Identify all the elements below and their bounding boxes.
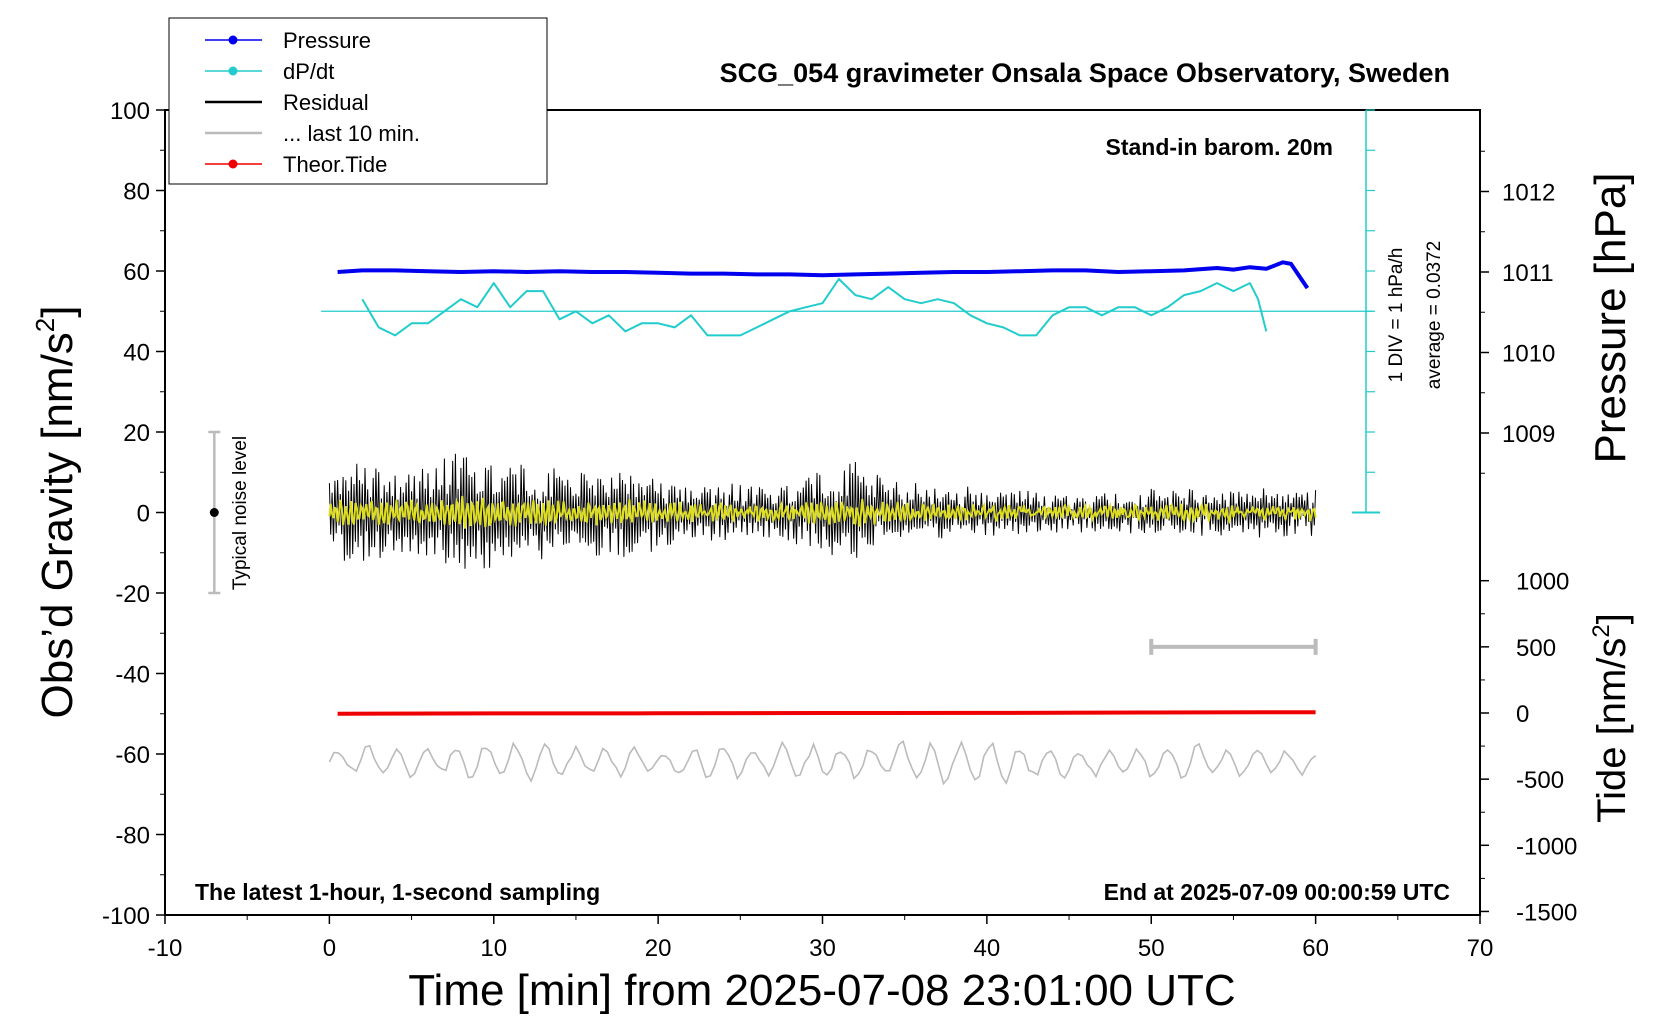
tide-tick-label: 500 [1516,635,1556,662]
tide-tick-label: 1000 [1516,569,1569,596]
y-left-tick-label: 0 [137,501,150,528]
x-tick-label: 30 [809,935,836,962]
tide-line [337,710,1316,716]
pressure-tick-label: 1012 [1502,180,1555,207]
y-left-tick-label: 40 [123,340,150,367]
x-tick-label: 70 [1467,935,1494,962]
x-axis-title: Time [min] from 2025-07-08 23:01:00 UTC [408,966,1235,1015]
x-tick-label: 40 [974,935,1001,962]
legend-label: Pressure [283,28,371,53]
y-axis-left-title: Obs’d Gravity [nm/s2] [30,305,82,718]
legend: Pressure dP/dt Residual ... last 10 min. The… [168,17,548,185]
barometer-note: Stand-in barom. 20m [1106,134,1333,160]
div-scale-label: 1 DIV = 1 hPa/h [1386,248,1407,383]
tide-title-end: ] [1590,613,1634,624]
y-left-tick-label: -60 [115,742,150,769]
dpdt-line [361,278,1268,337]
tide-title-sup: 2 [1588,624,1615,637]
tide-tick-label: 0 [1516,701,1529,728]
pressure-line [337,260,1310,290]
x-tick-label: 10 [480,935,507,962]
y-left-tick-label: -20 [115,581,150,608]
pressure-tick-label: 1011 [1502,260,1554,287]
tide-tick-label: -1000 [1516,833,1577,860]
x-tick-label: 50 [1138,935,1165,962]
average-label: average = 0.0372 [1424,241,1445,389]
x-tick-label: 0 [323,935,336,962]
legend-label: ... last 10 min. [283,121,420,146]
y-left-title-end: ] [33,305,82,317]
y-left-tick-label: 80 [123,179,150,206]
y-left-tick-label: -100 [102,903,150,930]
noise-label: Typical noise level [230,436,251,590]
y-left-title-sup: 2 [30,318,60,332]
y-left-tick-label: -40 [115,662,150,689]
chart-title: SCG_054 gravimeter Onsala Space Observat… [720,58,1450,88]
noise-bar-center [209,508,219,517]
legend-label: Theor.Tide [283,152,387,177]
tide-title-main: Tide [nm/s [1590,638,1634,823]
y-left-tick-label: 20 [123,420,150,447]
y-left-tick-label: 60 [123,259,150,286]
y-axis-tide-title: Tide [nm/s2] [1588,613,1634,823]
y-left-tick-label: 100 [110,98,150,125]
residual-line [328,453,1317,569]
pressure-tick-label: 1010 [1502,341,1555,368]
legend-label: dP/dt [283,59,334,84]
y-left-tick-label: -80 [115,823,150,850]
legend-swatch-dot [228,35,238,45]
axis-ticks: -10 0 10 20 30 40 50 60 70-100-80-60-40-20020406… [102,98,1577,962]
x-tick-label: 60 [1302,935,1329,962]
legend-label: Residual [283,90,369,115]
x-tick-label: 20 [645,935,672,962]
y-left-title-main: Obs’d Gravity [nm/s [33,332,82,718]
tide-tick-label: -500 [1516,767,1564,794]
tide-tick-label: -1500 [1516,899,1577,926]
residual-smoothed-line [328,495,1317,529]
x-tick-label: -10 [148,935,183,962]
sampling-note: The latest 1-hour, 1-second sampling [195,879,600,905]
y-axis-pressure-title: Pressure [hPa] [1586,172,1635,463]
legend-swatch-dot [228,159,238,169]
data-series [208,109,1380,786]
legend-swatch-dot [228,66,238,76]
pressure-tick-label: 1009 [1502,421,1555,448]
legend-items: Pressure dP/dt Residual ... last 10 min. The… [205,28,420,177]
end-time-note: End at 2025-07-09 00:00:59 UTC [1104,879,1450,905]
last-10-min-line [328,739,1317,786]
